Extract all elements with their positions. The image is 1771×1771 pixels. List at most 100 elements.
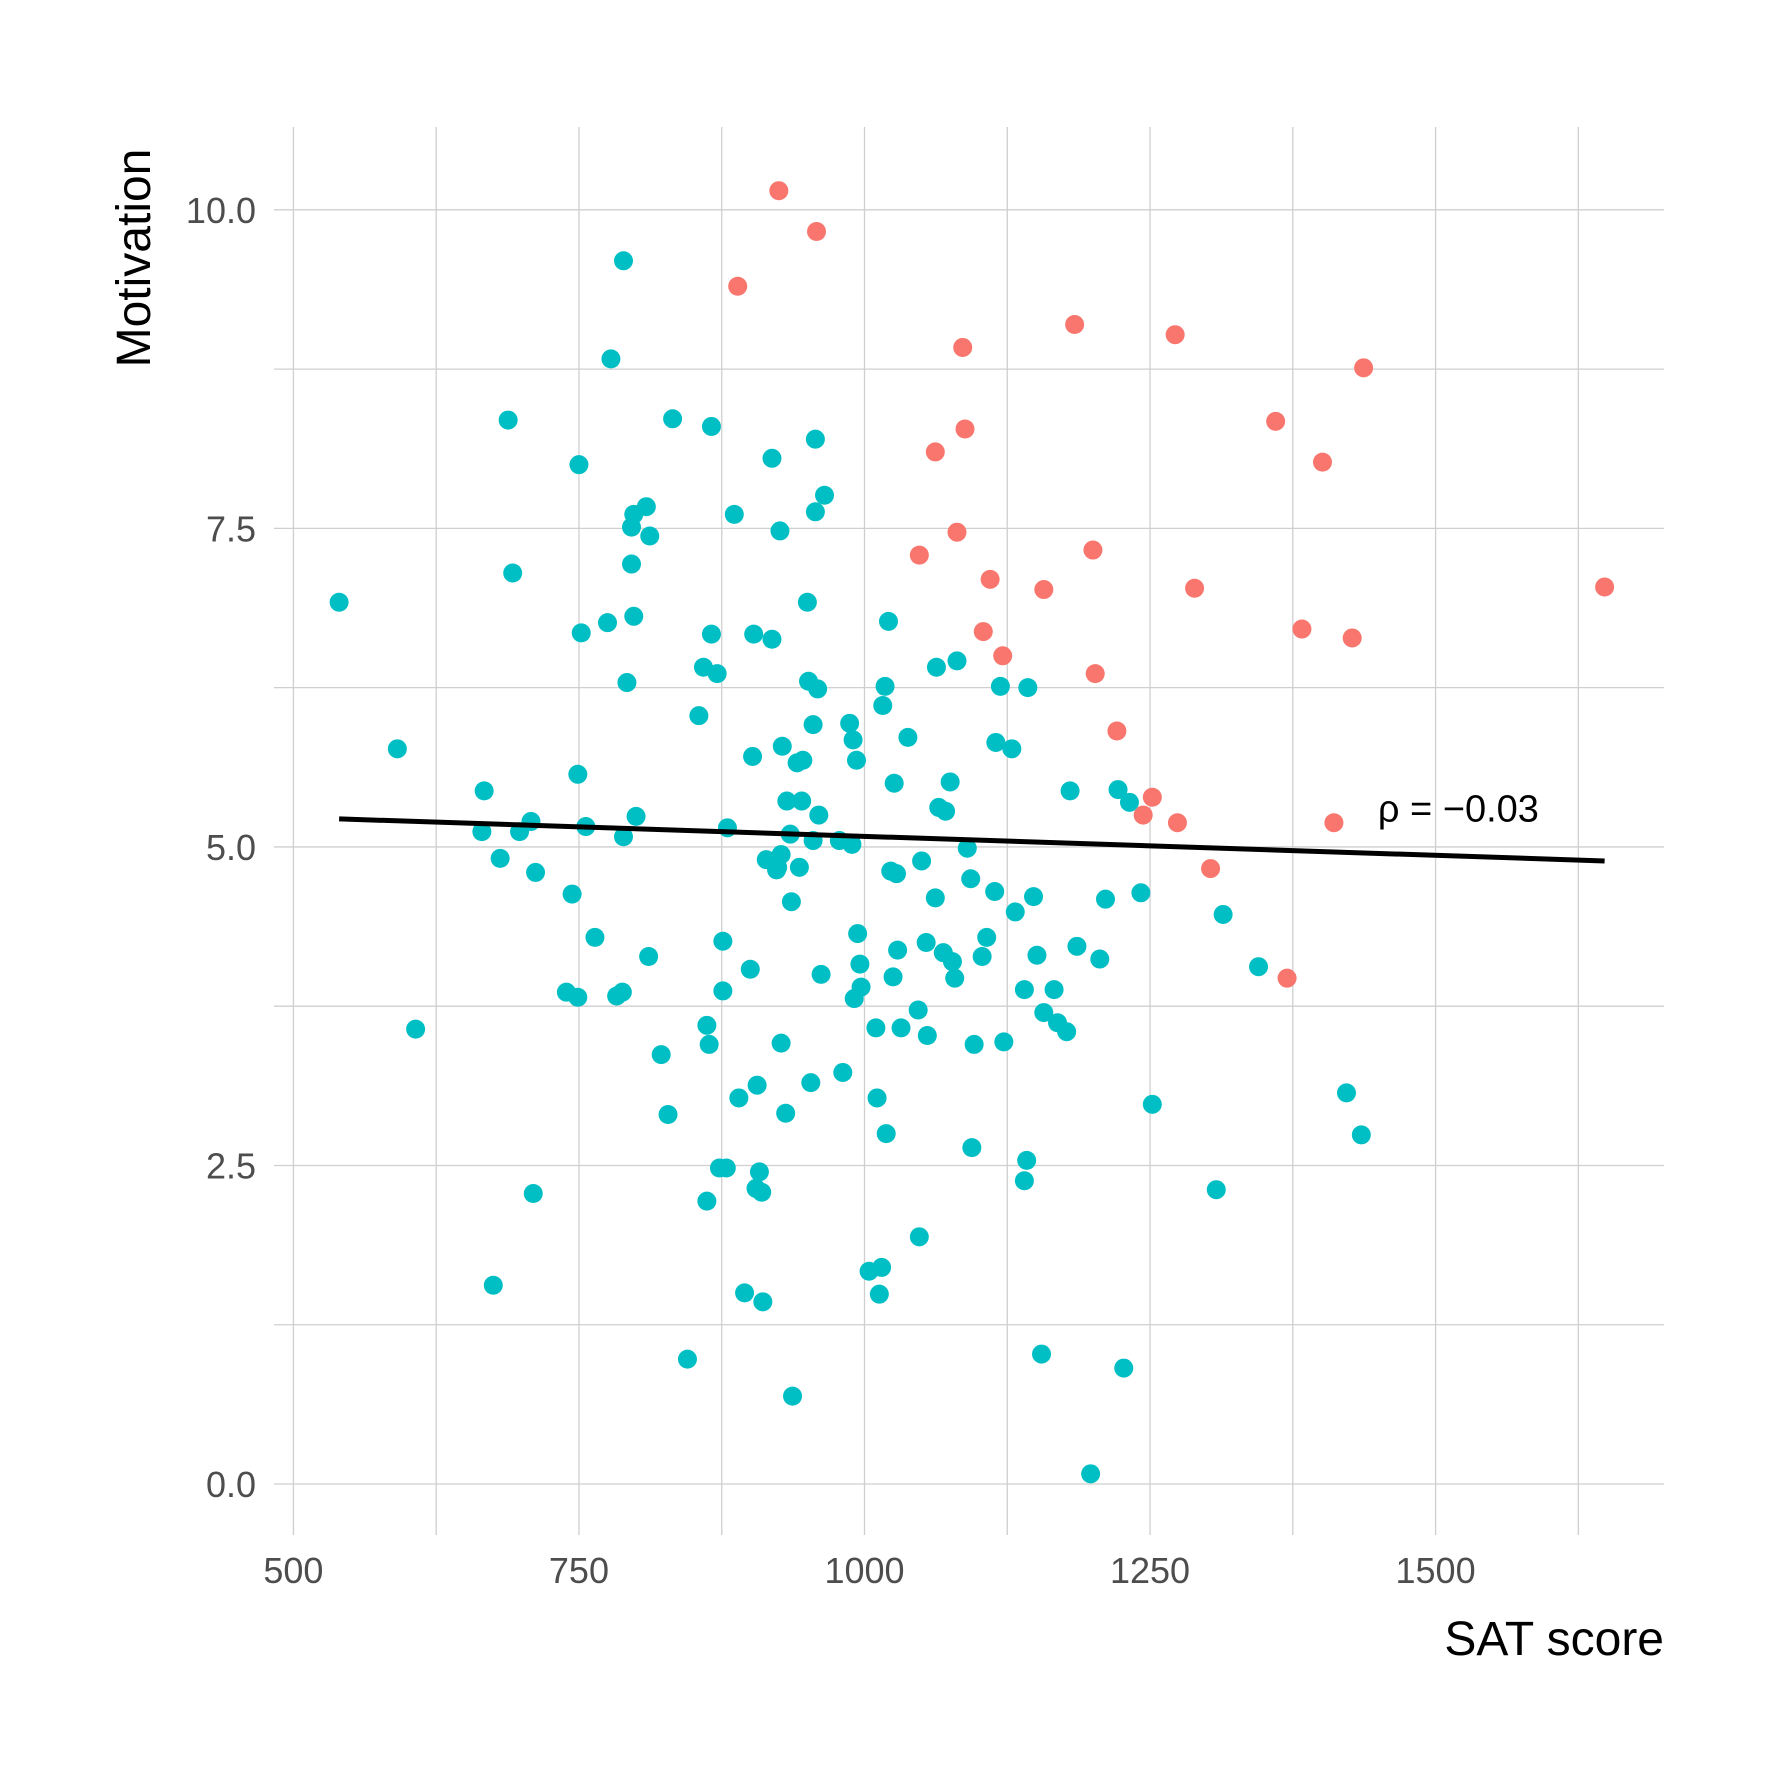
data-point [793,750,813,770]
data-point [947,651,967,671]
data-point [980,569,1000,589]
data-point [1354,358,1374,378]
data-point [1342,628,1362,648]
data-point [1034,1003,1054,1023]
data-point [867,1088,887,1108]
data-point [846,750,866,770]
data-point [843,730,863,750]
data-point [490,848,510,868]
data-point [598,613,618,633]
data-point [833,1062,853,1082]
data-point [1014,1171,1034,1191]
x-axis-title: SAT score [1444,1613,1664,1666]
data-point [792,791,812,811]
data-point [916,932,936,952]
data-point [964,1034,984,1054]
data-point [1595,577,1615,597]
x-tick-label: 1000 [824,1550,904,1591]
data-point [1107,721,1127,741]
data-point [962,1138,982,1158]
data-point [990,676,1010,696]
data-point [891,1018,911,1038]
data-point [1005,902,1025,922]
data-point [724,504,744,524]
data-point [1165,325,1185,345]
data-point [743,746,763,766]
data-point [663,409,683,429]
data-point [1133,805,1153,825]
data-point [771,1033,791,1053]
data-point [569,455,589,475]
data-point [842,834,862,854]
y-tick-label: 0.0 [206,1464,256,1505]
data-point [1065,315,1085,335]
x-tick-label: 500 [263,1550,323,1591]
data-point [807,221,827,241]
correlation-annotation: ρ = −0.03 [1378,789,1539,831]
data-point [769,181,789,201]
data-point [762,629,782,649]
data-point [1081,1464,1101,1484]
data-point [1336,1083,1356,1103]
data-point [815,485,835,505]
data-point [926,657,946,677]
data-point [803,715,823,735]
data-point [640,526,660,546]
data-point [1292,619,1312,639]
data-point [898,727,918,747]
data-point [1142,1094,1162,1114]
data-point [886,864,906,884]
data-point [884,773,904,793]
data-point [936,801,956,821]
data-point [961,869,981,889]
data-point [406,1019,426,1039]
data-point [526,862,546,882]
data-point [677,1349,697,1369]
data-point [848,924,868,944]
data-point [850,954,870,974]
data-point [973,622,993,642]
data-point [809,805,829,825]
data-point [772,736,792,756]
data-point [1057,1022,1077,1042]
data-point [601,349,621,369]
data-point [942,952,962,972]
y-tick-label: 2.5 [206,1145,256,1186]
data-point [1095,889,1115,909]
data-point [912,851,932,871]
x-tick-label: 1250 [1110,1550,1190,1591]
data-point [1034,580,1054,600]
data-point [789,857,809,877]
data-point [744,624,764,644]
trend-line [339,816,1605,864]
data-point [1114,1358,1134,1378]
data-point [1312,452,1332,472]
data-point [1213,904,1233,924]
data-point [571,623,591,643]
data-point [713,931,733,951]
data-point [1067,936,1087,956]
data-point [1131,883,1151,903]
x-tick-label: 750 [549,1550,609,1591]
data-point [728,276,748,296]
data-point [1044,980,1064,1000]
data-point [953,337,973,357]
data-point [523,1184,543,1204]
data-point [697,1191,717,1211]
data-point [972,947,992,967]
data-point [876,1124,896,1144]
data-point [1002,739,1022,759]
data-point [701,416,721,436]
data-point [753,1292,773,1312]
data-point [639,947,659,967]
data-point [503,563,523,583]
data-point [483,1275,503,1295]
data-point [636,497,656,517]
data-point [613,827,633,847]
data-point [624,606,644,626]
data-point [811,964,831,984]
data-point [909,545,929,565]
data-point [878,611,898,631]
data-point [387,739,407,759]
data-point [521,811,541,831]
